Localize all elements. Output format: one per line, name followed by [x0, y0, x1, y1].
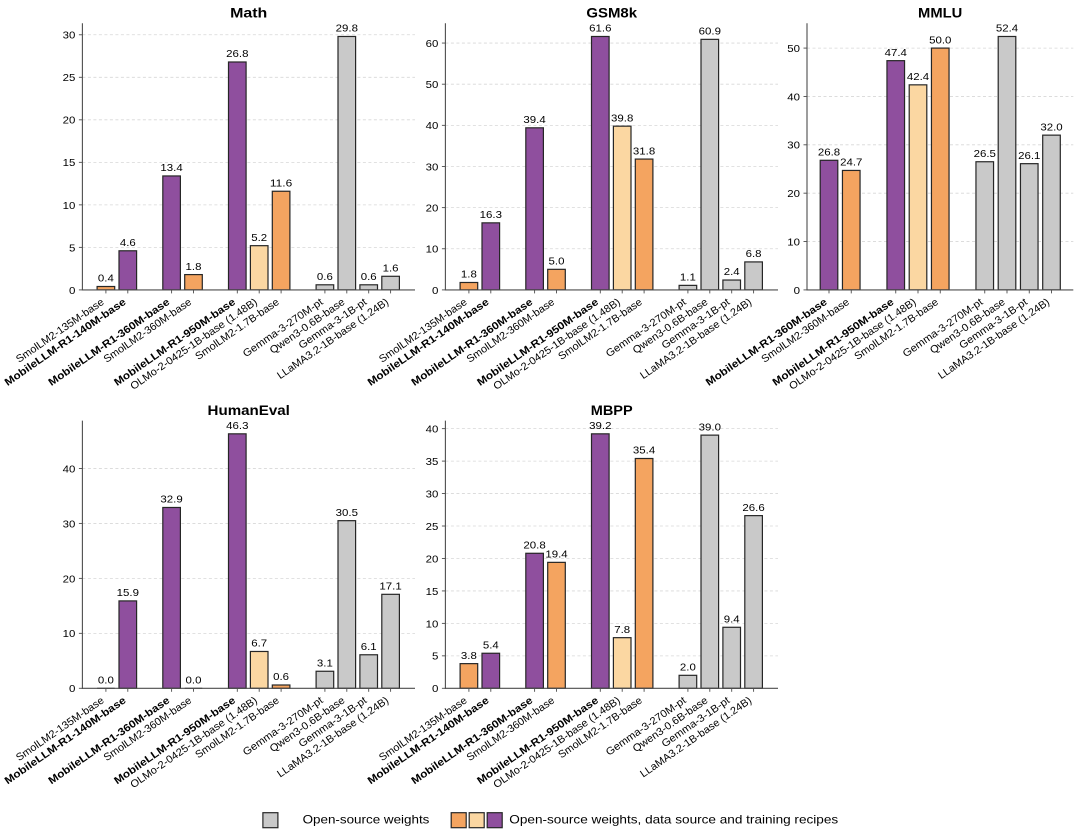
svg-text:35.4: 35.4	[633, 445, 655, 457]
svg-text:61.6: 61.6	[589, 23, 611, 35]
svg-text:20: 20	[426, 203, 439, 215]
svg-text:1.8: 1.8	[186, 261, 202, 273]
svg-text:4.6: 4.6	[120, 237, 136, 249]
svg-text:46.3: 46.3	[226, 420, 248, 432]
svg-text:0: 0	[69, 683, 76, 695]
svg-text:19.4: 19.4	[545, 549, 567, 561]
svg-text:39.4: 39.4	[523, 114, 545, 126]
svg-text:39.2: 39.2	[589, 420, 611, 432]
svg-text:16.3: 16.3	[480, 209, 502, 221]
svg-text:26.8: 26.8	[226, 48, 248, 60]
svg-text:26.5: 26.5	[974, 148, 996, 160]
svg-text:30: 30	[426, 488, 439, 500]
svg-text:1.1: 1.1	[680, 272, 696, 284]
svg-text:Math: Math	[230, 6, 267, 21]
svg-text:39.8: 39.8	[611, 112, 633, 124]
svg-text:60: 60	[426, 38, 439, 50]
svg-text:40: 40	[426, 424, 439, 436]
svg-text:52.4: 52.4	[996, 23, 1018, 35]
svg-text:30: 30	[63, 30, 76, 42]
svg-text:0.6: 0.6	[317, 271, 333, 283]
svg-text:6.7: 6.7	[251, 638, 267, 650]
svg-text:35: 35	[426, 456, 439, 468]
svg-text:20: 20	[63, 573, 76, 585]
svg-text:32.0: 32.0	[1040, 121, 1062, 133]
svg-text:15: 15	[426, 586, 439, 598]
svg-text:30: 30	[787, 140, 800, 152]
svg-text:24.7: 24.7	[840, 157, 862, 169]
svg-text:39.0: 39.0	[699, 421, 721, 433]
svg-text:15.9: 15.9	[117, 587, 139, 599]
svg-text:5.0: 5.0	[549, 256, 565, 268]
svg-text:40: 40	[63, 463, 76, 475]
svg-text:42.4: 42.4	[907, 71, 929, 83]
svg-text:25: 25	[426, 521, 439, 533]
svg-text:13.4: 13.4	[160, 162, 182, 174]
svg-text:0.0: 0.0	[98, 675, 114, 687]
svg-text:0.4: 0.4	[98, 273, 114, 285]
svg-text:26.1: 26.1	[1018, 150, 1040, 162]
svg-text:32.9: 32.9	[160, 494, 182, 506]
svg-text:5.2: 5.2	[251, 232, 267, 244]
svg-text:0: 0	[432, 285, 439, 297]
svg-text:5.4: 5.4	[483, 639, 499, 651]
svg-text:0: 0	[432, 683, 439, 695]
svg-text:11.6: 11.6	[270, 177, 292, 189]
svg-text:0: 0	[69, 285, 76, 297]
svg-text:9.4: 9.4	[724, 613, 740, 625]
svg-text:2.0: 2.0	[680, 662, 696, 674]
svg-text:30: 30	[63, 518, 76, 530]
svg-text:7.8: 7.8	[614, 624, 630, 636]
svg-text:40: 40	[426, 120, 439, 132]
svg-text:20: 20	[63, 115, 76, 127]
svg-text:HumanEval: HumanEval	[208, 403, 290, 418]
svg-text:30.5: 30.5	[336, 507, 358, 519]
svg-text:25: 25	[63, 72, 76, 84]
svg-text:GSM8k: GSM8k	[586, 6, 637, 21]
svg-text:MMLU: MMLU	[918, 6, 962, 21]
svg-text:40: 40	[787, 91, 800, 103]
svg-text:6.8: 6.8	[746, 248, 762, 260]
svg-text:5: 5	[69, 242, 76, 254]
svg-text:47.4: 47.4	[885, 47, 907, 59]
svg-text:10: 10	[63, 200, 76, 212]
svg-text:0.6: 0.6	[361, 271, 377, 283]
svg-text:26.6: 26.6	[742, 502, 764, 514]
svg-text:0: 0	[794, 285, 801, 297]
svg-text:30: 30	[426, 161, 439, 173]
svg-text:29.8: 29.8	[336, 23, 358, 35]
svg-text:20: 20	[426, 553, 439, 565]
svg-text:3.1: 3.1	[317, 657, 333, 669]
svg-text:Open-source weights: Open-source weights	[303, 812, 430, 826]
svg-text:0.6: 0.6	[273, 671, 289, 683]
svg-text:26.8: 26.8	[818, 146, 840, 158]
svg-text:3.8: 3.8	[461, 650, 477, 662]
svg-text:31.8: 31.8	[633, 145, 655, 157]
svg-text:0.0: 0.0	[186, 675, 202, 687]
svg-text:5: 5	[432, 651, 439, 663]
svg-text:20: 20	[787, 188, 800, 200]
svg-text:17.1: 17.1	[379, 581, 401, 593]
svg-text:50: 50	[426, 79, 439, 91]
svg-text:15: 15	[63, 157, 76, 169]
svg-text:Open-source weights, data sour: Open-source weights, data source and tra…	[509, 812, 838, 826]
svg-text:10: 10	[426, 244, 439, 256]
svg-text:2.4: 2.4	[724, 266, 740, 278]
svg-text:20.8: 20.8	[523, 539, 545, 551]
svg-text:10: 10	[426, 618, 439, 630]
svg-text:50: 50	[787, 43, 800, 55]
svg-text:1.8: 1.8	[461, 269, 477, 281]
svg-text:10: 10	[787, 236, 800, 248]
svg-text:10: 10	[63, 628, 76, 640]
svg-text:1.6: 1.6	[383, 262, 399, 274]
svg-text:6.1: 6.1	[361, 641, 377, 653]
svg-text:60.9: 60.9	[699, 26, 721, 38]
svg-text:MBPP: MBPP	[591, 403, 633, 418]
svg-text:50.0: 50.0	[929, 34, 951, 46]
